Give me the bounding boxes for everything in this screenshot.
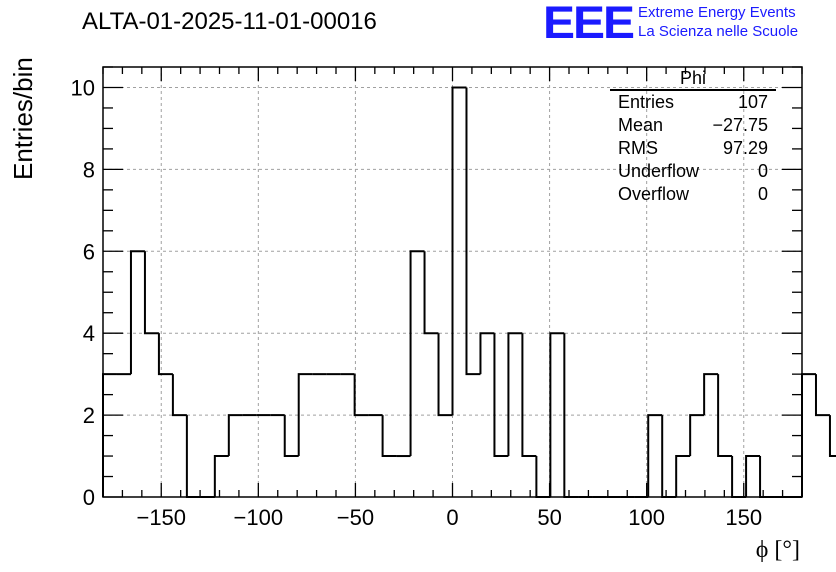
- logo-caption: Extreme Energy Events La Scienza nelle S…: [638, 3, 798, 41]
- y-tick-label: 2: [83, 403, 95, 428]
- x-axis-label: ϕ [°]: [756, 537, 800, 563]
- histogram-bin: [283, 415, 299, 458]
- x-tick-labels: −150 −100 −50 0 50 100 150: [136, 505, 762, 530]
- histogram-bin: [213, 455, 229, 497]
- eee-logo: EEE: [543, 0, 635, 49]
- x-tick-label: −100: [234, 505, 284, 530]
- y-tick-label: 10: [71, 75, 95, 100]
- stats-value: −27.75: [712, 115, 768, 135]
- histogram-bin: [661, 415, 677, 498]
- stats-label: Entries: [618, 92, 675, 112]
- histogram-bin: [297, 373, 313, 457]
- x-tick-label: −150: [136, 505, 186, 530]
- histogram-bin: [129, 250, 145, 375]
- histogram-bin: [703, 373, 719, 416]
- histogram-bin: [535, 456, 551, 498]
- histogram-bin: [143, 251, 159, 335]
- stats-value: 0: [757, 184, 768, 204]
- histogram-bin: [171, 374, 187, 417]
- y-tick-labels: 0 2 4 6 8 10: [71, 75, 95, 510]
- stats-row-entries: Entries 107: [610, 91, 776, 114]
- stats-row-underflow: Underflow 0: [610, 160, 776, 183]
- plot-frame: [102, 66, 803, 498]
- histogram-bin: [451, 86, 467, 416]
- stats-value: 0: [757, 161, 768, 181]
- histogram-bin: [157, 333, 173, 376]
- stats-row-mean: Mean −27.75: [610, 114, 776, 137]
- histogram-bin: [423, 251, 439, 335]
- stats-label: Mean: [618, 115, 664, 135]
- y-tick-label: 0: [83, 485, 95, 510]
- logo-caption-line1: Extreme Energy Events: [638, 4, 796, 21]
- stats-row-rms: RMS 97.29: [610, 137, 776, 160]
- histogram-bin: [759, 456, 775, 498]
- histogram-bin: [409, 250, 425, 457]
- histogram-bin: [353, 374, 369, 417]
- logo-caption-line2: La Scienza nelle Scuole: [638, 23, 799, 40]
- histogram-bin: [507, 332, 523, 457]
- x-tick-label: 150: [725, 505, 762, 530]
- stats-value: 107: [737, 92, 768, 112]
- histogram-bin: [675, 455, 691, 497]
- histogram-bin: [521, 333, 537, 458]
- x-tick-label: 0: [446, 505, 458, 530]
- stats-value: 97.29: [722, 138, 768, 158]
- stats-row-overflow: Overflow 0: [610, 183, 776, 206]
- x-tick-label: 100: [628, 505, 665, 530]
- stats-label: RMS: [618, 138, 658, 158]
- histogram-bin: [549, 332, 565, 497]
- histogram-bin: [814, 374, 830, 417]
- axis-ticks: [102, 66, 803, 498]
- histogram-bin: [185, 415, 201, 498]
- histogram-bin: [479, 332, 495, 375]
- histogram-bin: [801, 373, 816, 497]
- stats-label: Overflow: [618, 184, 690, 204]
- histogram-bin: [381, 415, 397, 458]
- histogram-bin: [437, 333, 453, 417]
- histogram-bin: [227, 414, 243, 457]
- y-axis-label: Entries/bin: [8, 57, 38, 180]
- histogram-bin: [465, 87, 481, 376]
- y-tick-label: 8: [83, 157, 95, 182]
- stats-title: Phi: [610, 68, 776, 91]
- histogram-bin: [828, 415, 836, 458]
- histogram-bin: [689, 414, 705, 457]
- stats-box: Phi Entries 107 Mean −27.75 RMS 97.29 Un…: [610, 68, 776, 208]
- x-tick-label: 50: [537, 505, 561, 530]
- histogram-bin: [493, 333, 509, 458]
- x-tick-label: −50: [337, 505, 374, 530]
- y-tick-label: 6: [83, 239, 95, 264]
- histogram-bin: [647, 414, 663, 497]
- stats-label: Underflow: [618, 161, 700, 181]
- histogram-bin: [745, 455, 761, 497]
- chart-title: ALTA-01-2025-11-01-00016: [82, 8, 377, 35]
- y-tick-label: 4: [83, 321, 95, 346]
- histogram-bin: [717, 374, 733, 458]
